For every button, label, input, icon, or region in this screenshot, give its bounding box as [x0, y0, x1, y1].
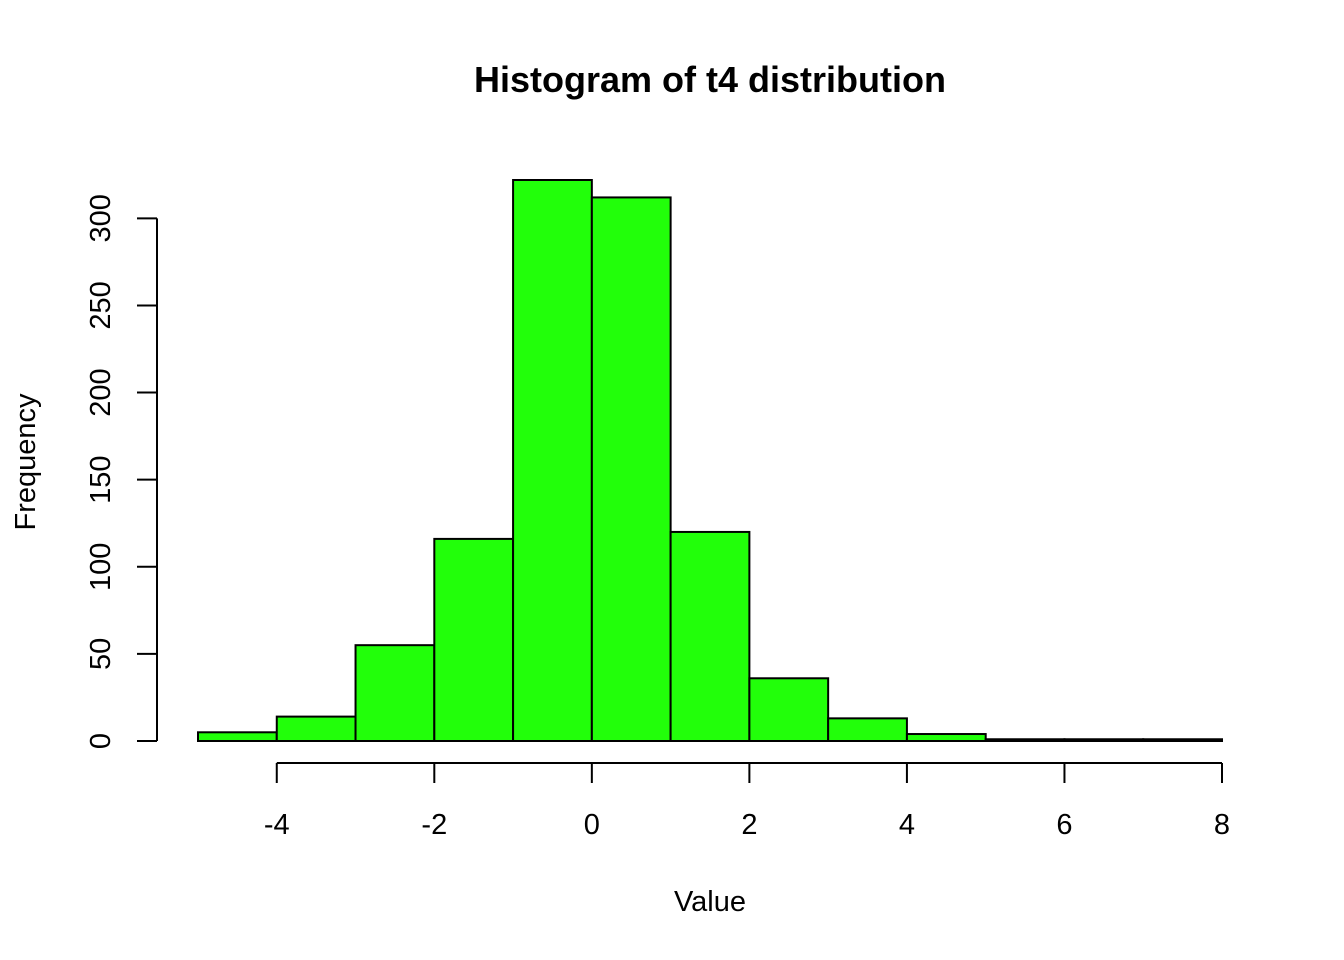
y-tick-label: 250 — [85, 281, 117, 329]
chart-title: Histogram of t4 distribution — [474, 59, 946, 100]
histogram-bar — [433, 537, 515, 743]
x-axis-label: Value — [674, 886, 746, 918]
histogram-bar — [197, 731, 278, 742]
histogram-bar — [905, 733, 987, 743]
y-tick-label: 300 — [85, 194, 117, 242]
histogram-bar — [1142, 738, 1223, 742]
y-tick-label: 50 — [85, 638, 117, 670]
x-tick-label: -4 — [264, 809, 290, 841]
y-tick-label: 150 — [85, 455, 117, 503]
histogram-bar — [984, 738, 1066, 742]
x-axis: -4 -2 0 2 4 6 8 — [264, 762, 1230, 841]
histogram-bar — [827, 717, 908, 743]
x-tick-label: 0 — [584, 809, 600, 841]
y-tick-label: 0 — [85, 733, 117, 749]
y-tick-label: 200 — [85, 368, 117, 416]
histogram-bar — [512, 179, 593, 742]
x-tick-label: -2 — [421, 809, 447, 841]
x-tick-label: 6 — [1056, 809, 1072, 841]
histogram-bar — [275, 715, 357, 743]
histogram-bar — [590, 196, 672, 742]
x-tick-label: 8 — [1214, 809, 1230, 841]
x-tick-label: 2 — [741, 809, 757, 841]
y-tick-label: 100 — [85, 543, 117, 591]
y-axis-label: Frequency — [10, 393, 42, 531]
y-axis: 0 50 100 150 200 250 300 — [85, 194, 158, 749]
x-tick-label: 4 — [899, 809, 915, 841]
histogram-bar — [748, 677, 830, 742]
histogram-bars — [197, 179, 1223, 743]
histogram-bar — [1063, 738, 1145, 742]
histogram-bar — [354, 644, 436, 742]
histogram-bar — [669, 530, 751, 743]
